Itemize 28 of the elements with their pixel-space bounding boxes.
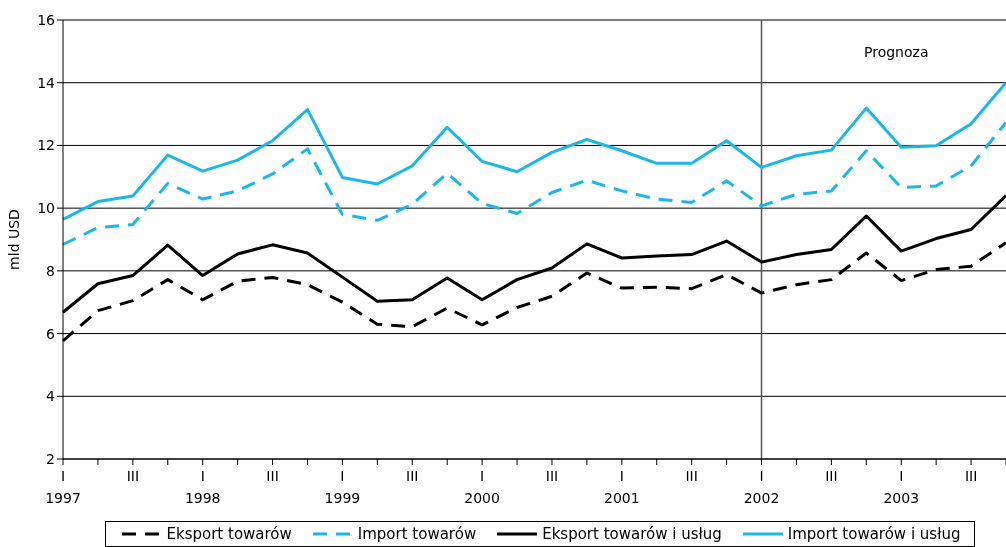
x-tick-label: III: [964, 468, 978, 484]
y-tick-label: 6: [46, 325, 56, 342]
y-tick-label: 2: [46, 450, 55, 467]
y-tick-label: 4: [46, 388, 56, 405]
x-tick-label: I 1998: [184, 468, 221, 506]
x-tick-label: I 2002: [743, 468, 780, 506]
legend-label: Eksport towarów i usług: [542, 525, 722, 543]
x-tick-label: III: [266, 468, 279, 484]
x-tick-label: III: [126, 468, 140, 484]
x-tick-label: I 2003: [883, 468, 920, 506]
x-tick-label: I 1997: [45, 468, 81, 506]
x-tick-label: I 2001: [603, 468, 640, 506]
y-tick-label: 16: [37, 11, 56, 28]
x-tick-label: III: [685, 468, 698, 484]
y-tick-label: 8: [46, 262, 55, 279]
y-axis-title: mld USD: [5, 209, 22, 270]
y-tick-label: 10: [37, 200, 55, 217]
x-tick-label: III: [545, 468, 559, 484]
x-tick-label: I 1999: [324, 468, 361, 506]
annotation: Prognoza: [864, 44, 929, 60]
legend-label: Import towarów i usług: [787, 525, 961, 543]
legend-label: Eksport towarów: [166, 525, 292, 543]
x-tick-label: I 2000: [464, 468, 500, 506]
x-tick-label: III: [406, 468, 419, 484]
legend-label: Import towarów: [357, 525, 477, 543]
x-tick-label: III: [825, 468, 838, 484]
y-tick-label: 14: [37, 74, 56, 91]
y-tick-label: 12: [37, 137, 55, 154]
